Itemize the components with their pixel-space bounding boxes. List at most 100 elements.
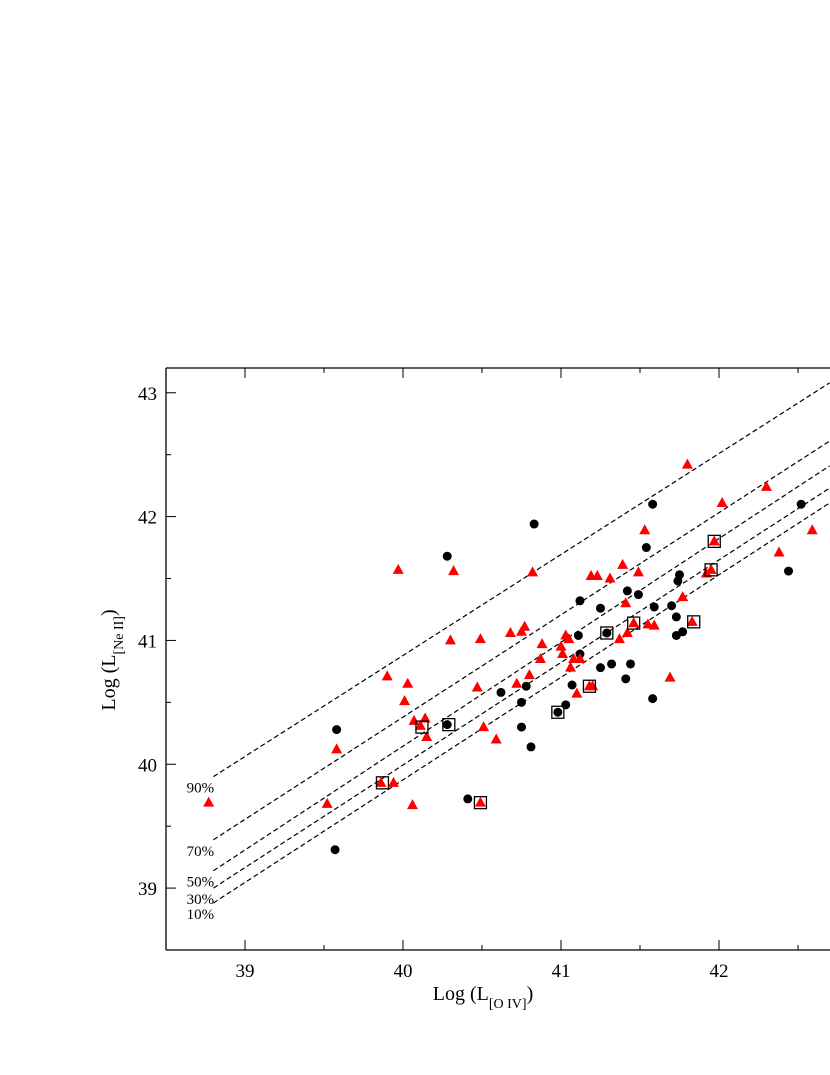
triangle-point <box>388 776 400 787</box>
percentile-line <box>213 465 830 872</box>
circle-point <box>626 659 636 669</box>
square-marker <box>473 795 488 810</box>
plot-area <box>203 382 830 904</box>
triangle-point <box>402 677 414 688</box>
circle-point <box>649 602 659 612</box>
triangle-point <box>648 619 660 630</box>
triangle-point <box>632 566 644 577</box>
y-axis-title: Log (L[Ne II]) <box>98 609 127 710</box>
square-marker <box>707 534 721 549</box>
y-tick-label: 42 <box>138 508 157 529</box>
circle-point <box>796 499 806 509</box>
square-marker <box>551 705 565 719</box>
triangle-point <box>564 661 576 672</box>
triangle-point <box>474 633 486 644</box>
triangle-point <box>321 797 333 808</box>
percentile-line <box>213 502 830 904</box>
circle-point <box>784 566 794 576</box>
triangle-point <box>474 796 486 807</box>
triangle-point <box>620 597 632 608</box>
triangle-point <box>806 524 818 535</box>
circle-point <box>521 681 531 691</box>
triangle-point <box>375 776 387 787</box>
triangle-point <box>478 721 490 732</box>
triangle-point <box>406 799 418 810</box>
percentile-label: 70% <box>187 844 215 860</box>
triangle-point <box>399 695 411 706</box>
circle-point <box>517 722 526 732</box>
percentile-label: 50% <box>187 875 215 891</box>
x-tick-label: 41 <box>552 961 571 982</box>
triangle-point <box>331 743 343 754</box>
percentile-label: 30% <box>187 892 215 908</box>
circle-point <box>641 543 651 553</box>
triangle-point <box>408 714 420 725</box>
circle-point <box>675 570 684 580</box>
y-tick-label: 40 <box>138 755 157 776</box>
triangle-point <box>708 535 720 546</box>
triangle-point <box>677 591 689 602</box>
triangle-point <box>392 563 404 574</box>
circle-point <box>621 674 631 684</box>
triangle-point <box>519 620 531 631</box>
circle-point <box>529 519 539 529</box>
square-marker <box>415 720 429 734</box>
circle-point <box>678 627 688 637</box>
triangle-point <box>681 458 693 469</box>
y-tick-label: 41 <box>138 631 157 652</box>
circle-point <box>607 659 617 669</box>
triangle-point <box>617 558 629 569</box>
triangle-point <box>639 524 651 535</box>
circle-point <box>517 697 526 707</box>
x-axis-title: Log (L[O IV]) <box>433 983 533 1012</box>
square-marker <box>704 563 718 577</box>
triangle-point <box>414 719 426 730</box>
triangle-point <box>628 617 640 628</box>
square-marker <box>442 717 456 732</box>
triangle-point <box>523 669 535 680</box>
circle-point <box>602 628 612 638</box>
square-marker <box>375 776 390 790</box>
triangle-point <box>571 687 583 698</box>
triangle-point <box>621 626 633 637</box>
circle-point <box>573 630 583 640</box>
circle-point <box>648 694 658 704</box>
x-tick-label: 39 <box>236 961 255 982</box>
triangle-point <box>471 681 483 692</box>
triangle-point <box>760 480 772 491</box>
triangle-point <box>642 618 654 629</box>
triangle-point <box>604 572 616 583</box>
percentile-line <box>213 440 830 841</box>
circle-point <box>596 603 605 613</box>
triangle-point <box>419 712 431 723</box>
square-marker <box>627 616 641 630</box>
circle-point <box>575 596 585 606</box>
circle-point <box>463 794 473 804</box>
percentile-label: 10% <box>187 907 215 923</box>
triangle-point <box>490 733 502 744</box>
triangle-point <box>563 633 575 644</box>
circle-point <box>561 700 571 710</box>
triangle-point <box>203 796 215 807</box>
triangle-point <box>421 731 433 742</box>
square-marker <box>600 626 614 640</box>
triangle-point <box>511 677 523 688</box>
triangle-point <box>716 496 728 507</box>
triangle-point <box>613 633 625 644</box>
percentile-line <box>213 382 830 778</box>
triangle-point <box>527 566 539 577</box>
circle-point <box>442 551 452 561</box>
triangle-point <box>664 671 676 682</box>
y-tick-label: 43 <box>138 384 157 405</box>
circle-point <box>526 742 536 752</box>
square-marker <box>582 679 597 693</box>
circle-point <box>633 590 643 600</box>
circle-point <box>332 725 342 735</box>
x-tick-label: 42 <box>710 961 729 982</box>
triangle-point <box>591 570 603 581</box>
triangle-point <box>448 565 460 576</box>
x-tick-label: 40 <box>394 961 413 982</box>
triangle-point <box>381 670 393 681</box>
